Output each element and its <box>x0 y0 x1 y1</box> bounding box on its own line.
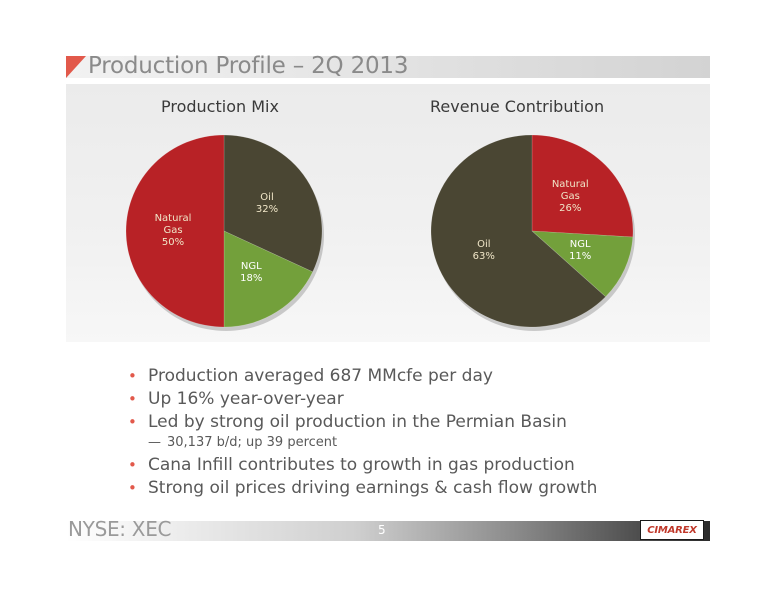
pie-slice-natural-gas <box>125 134 225 328</box>
title-bar <box>66 56 710 78</box>
bullet-item: • Strong oil prices driving earnings & ca… <box>128 478 598 498</box>
chart-title-revenue-contribution: Revenue Contribution <box>430 97 605 116</box>
slice-label-natural-gas: Natural Gas 26% <box>551 178 589 214</box>
pie-slice-oil <box>430 134 607 328</box>
pie-slice-ngl <box>531 230 634 298</box>
slice-label-natural-gas: Natural Gas 50% <box>154 213 192 248</box>
bullet-list: • Production averaged 687 MMcfe per day • U… <box>128 365 597 500</box>
chart-title-production-mix: Production Mix <box>161 97 279 116</box>
footer-bar <box>66 521 710 541</box>
page-number: 5 <box>378 523 386 537</box>
slice-label-oil: Oil 32% <box>255 192 279 216</box>
footer-ticker: NYSE: XEC <box>68 517 172 541</box>
bullet-item: • Up 16% year-over-year <box>128 389 344 409</box>
bullet-item: • Cana Infill contributes to growth in ga… <box>128 455 575 475</box>
pie-slice-natural-gas <box>531 134 634 238</box>
cimarex-logo: CIMAREX <box>640 520 704 540</box>
title-accent-flag <box>66 56 86 78</box>
slide-title: Production Profile – 2Q 2013 <box>88 53 409 79</box>
pie-slice-oil <box>223 134 323 273</box>
bullet-item: • Production averaged 687 MMcfe per day <box>128 366 493 386</box>
slice-label-ngl: NGL 11% <box>569 238 592 262</box>
slice-label-oil: Oil 63% <box>472 238 495 262</box>
slice-label-ngl: NGL 18% <box>240 261 263 285</box>
sub-bullet-item: —30,137 b/d; up 39 percent <box>148 435 338 450</box>
pie-slice-ngl <box>223 230 314 328</box>
bullet-item: • Led by strong oil production in the Per… <box>128 412 567 432</box>
